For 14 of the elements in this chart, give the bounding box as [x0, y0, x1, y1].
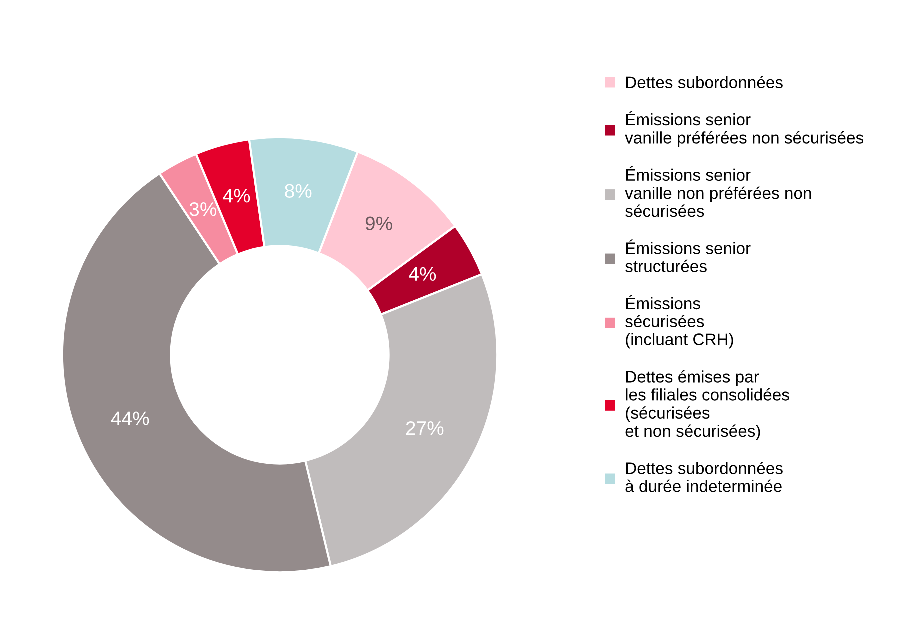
- data-label: 3%: [190, 202, 217, 216]
- data-label: 4%: [223, 189, 250, 203]
- legend-label: Dettes subordonnées à durée indeterminée: [626, 462, 783, 492]
- legend-label: Émissions senior vanille préférées non sécurisées: [625, 111, 864, 148]
- data-label: 8%: [285, 184, 312, 198]
- data-label: 27%: [406, 421, 444, 436]
- legend-label: Dettes émises par les filiales consolidées (sécurisées et non sécurisées): [626, 370, 790, 440]
- data-label: 4%: [409, 267, 436, 282]
- legend-label: Émissions sécurisées (incluant CRH): [626, 294, 734, 349]
- legend-label: Émissions senior structurées: [626, 240, 751, 272]
- data-label: 9%: [366, 216, 392, 231]
- legend-label: Émissions senior vanille non préférées non sécurisées: [625, 166, 812, 218]
- legend-label: Dettes subordonnées: [626, 76, 783, 88]
- data-label: 44%: [111, 412, 150, 426]
